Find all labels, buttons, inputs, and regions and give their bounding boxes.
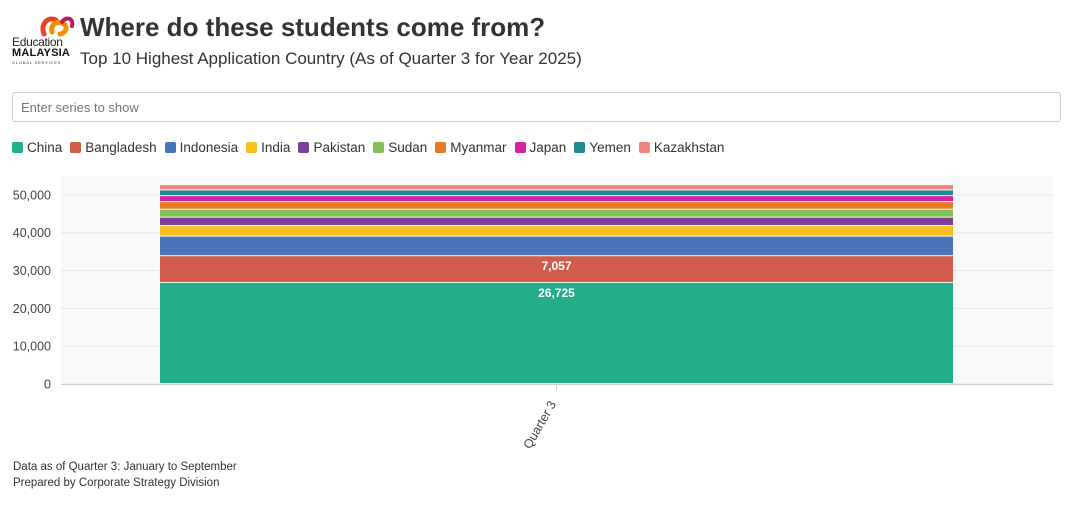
legend-item-yemen[interactable]: Yemen xyxy=(574,140,631,155)
legend-item-bangladesh[interactable]: Bangladesh xyxy=(70,139,157,155)
legend-label: Kazakhstan xyxy=(653,139,725,155)
chart-subtitle: Top 10 Highest Application Country (As o… xyxy=(80,49,582,68)
legend-swatch xyxy=(298,141,310,153)
legend-label: Yemen xyxy=(589,139,631,155)
chart-legend: China Bangladesh Indonesia India Pakistan Sud… xyxy=(12,137,732,157)
logo-text-malaysia: MALAYSIA xyxy=(12,47,71,59)
legend-item-pakistan[interactable]: Pakistan xyxy=(298,140,365,155)
legend-item-india[interactable]: India xyxy=(246,140,290,155)
legend-label: Indonesia xyxy=(179,139,239,155)
logo-text-education: Education xyxy=(12,35,63,49)
legend-label: China xyxy=(27,139,63,155)
bar-segment-china xyxy=(160,282,953,383)
legend-swatch xyxy=(70,141,82,153)
legend-swatch xyxy=(246,141,258,153)
legend-item-china[interactable]: China xyxy=(12,140,62,155)
chart-header: Education MALAYSIA GLOBAL SERVICES Where… xyxy=(12,12,1068,74)
logo-text-global-services: GLOBAL SERVICES xyxy=(12,60,62,65)
bar-segment-bangladesh xyxy=(160,256,953,282)
y-tick-label: 20,000 xyxy=(13,302,51,316)
series-search-input[interactable] xyxy=(12,92,1061,122)
legend-swatch xyxy=(638,141,650,153)
y-tick-label: 40,000 xyxy=(13,226,51,240)
bar-segment-yemen xyxy=(160,190,953,196)
legend-swatch xyxy=(514,141,526,153)
logo-swirl-icon xyxy=(40,16,75,37)
legend-swatch xyxy=(574,141,586,153)
legend-swatch xyxy=(435,141,447,153)
y-tick-label: 50,000 xyxy=(13,188,51,202)
bar-segment-sudan xyxy=(160,209,953,217)
bar-segment-kazakhstan xyxy=(160,185,953,190)
data-label-bangladesh: 7,057 xyxy=(541,259,571,273)
y-tick-label: 0 xyxy=(44,378,51,392)
y-tick-label: 10,000 xyxy=(13,340,51,354)
legend-label: Japan xyxy=(529,139,567,155)
education-malaysia-logo: Education MALAYSIA GLOBAL SERVICES xyxy=(12,14,78,70)
legend-swatch xyxy=(12,141,23,153)
legend-item-myanmar[interactable]: Myanmar xyxy=(435,139,507,155)
legend-item-indonesia[interactable]: Indonesia xyxy=(164,139,239,155)
footer-data-note: Data as of Quarter 3: January to Septemb… xyxy=(13,461,237,473)
bar-segment-myanmar xyxy=(160,202,953,209)
data-label-china: 26,725 xyxy=(538,286,575,300)
legend-label: Bangladesh xyxy=(85,139,157,155)
legend-swatch xyxy=(373,141,385,153)
bar-segment-japan xyxy=(160,196,953,202)
legend-item-japan[interactable]: Japan xyxy=(514,139,567,155)
legend-swatch xyxy=(164,141,176,153)
chart-footer: Data as of Quarter 3: January to Septemb… xyxy=(13,460,237,491)
legend-label: Myanmar xyxy=(450,139,507,155)
stacked-bar-chart: 0 10,000 20,000 30,000 40,000 50,000 26,725 7,0… xyxy=(13,176,1053,448)
bar-segment-india xyxy=(160,225,953,236)
footer-prepared-by: Prepared by Corporate Strategy Division xyxy=(13,476,220,489)
legend-label: India xyxy=(261,139,291,155)
legend-label: Pakistan xyxy=(313,139,366,155)
bar-segment-indonesia xyxy=(160,236,953,256)
y-tick-label: 30,000 xyxy=(13,264,51,278)
bar-segment-pakistan xyxy=(160,217,953,225)
legend-item-kazakhstan[interactable]: Kazakhstan xyxy=(638,139,725,155)
legend-label: Sudan xyxy=(388,139,428,155)
legend-item-sudan[interactable]: Sudan xyxy=(373,140,427,155)
x-tick-label: Quarter 3 xyxy=(521,398,560,448)
chart-title: Where do these students come from? xyxy=(80,12,546,42)
